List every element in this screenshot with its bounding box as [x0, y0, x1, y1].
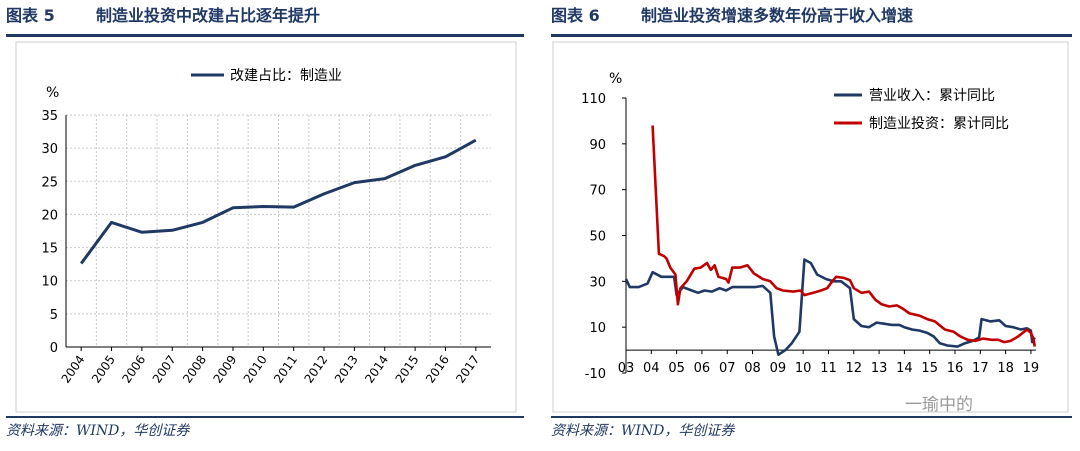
chart2-y-tick-label: -10	[585, 367, 606, 382]
chart2-x-tick-label: 09	[770, 361, 787, 376]
chart1-y-tick-label: 35	[41, 109, 58, 124]
chart2-y-tick-label: 10	[589, 321, 606, 336]
left-source-note: 资料来源：WIND，华创证券	[6, 416, 524, 444]
chart1-y-tick-label: 15	[41, 242, 58, 257]
line-chart-investment-vs-revenue: -10 10 30 50 70 90 110% 03 04 05 06 07 08 09 10 11 12 13 1…	[552, 41, 1069, 413]
chart2-x-tick-label: 13	[871, 361, 888, 376]
chart2-x-tick-label: 14	[896, 361, 913, 376]
left-chart-title: 图表 5 制造业投资中改建占比逐年提升	[6, 0, 524, 37]
chart1-y-unit-label: %	[46, 85, 59, 101]
chart2-x-tick-label: 06	[694, 361, 711, 376]
left-figure-caption: 制造业投资中改建占比逐年提升	[96, 6, 321, 25]
chart2-x-tick-label: 04	[643, 361, 660, 376]
watermark-text: 一瑜中的	[905, 395, 973, 415]
chart1-y-tick-label: 10	[41, 275, 58, 290]
right-source-note: 资料来源：WIND，华创证券	[551, 416, 1072, 444]
chart1-y-tick-label: 25	[41, 175, 58, 190]
chart2-y-unit-label: %	[609, 71, 622, 87]
left-figure-number: 图表 5	[6, 6, 55, 25]
chart2-x-tick-label: 19	[1023, 361, 1040, 376]
chart1-legend-label: 改建占比：制造业	[230, 68, 342, 84]
chart1-y-tick-label: 5	[50, 308, 58, 323]
chart2-series-line-investment	[651, 125, 1036, 347]
right-panel: 图表 6 制造业投资增速多数年份高于收入增速 -10 10 30 50 70 90 110% 0…	[551, 0, 1072, 439]
chart2-x-tick-label: 10	[795, 361, 812, 376]
chart2-x-tick-label: 18	[997, 361, 1014, 376]
chart2-x-tick-label: 05	[668, 361, 685, 376]
chart2-x-tick-label: 03	[618, 361, 635, 376]
chart2-y-tick-label: 110	[581, 92, 606, 107]
chart2-x-tick-label: 12	[846, 361, 863, 376]
chart2-y-tick-label: 30	[589, 275, 606, 290]
chart2-x-tick-label: 16	[947, 361, 964, 376]
chart1-y-tick-label: 30	[41, 142, 58, 157]
chart1-y-tick-label: 0	[50, 341, 58, 356]
chart2-legend-label: 制造业投资：累计同比	[869, 116, 1009, 132]
chart2-legend-label: 营业收入：累计同比	[869, 88, 995, 104]
right-chart-title: 图表 6 制造业投资增速多数年份高于收入增速	[551, 0, 1072, 37]
chart2-y-tick-label: 90	[589, 138, 606, 153]
chart2-series-line-revenue	[624, 258, 1036, 357]
right-figure-caption: 制造业投资增速多数年份高于收入增速	[641, 6, 914, 25]
chart2-x-tick-label: 17	[972, 361, 989, 376]
chart1-series-line	[79, 138, 477, 265]
right-figure-number: 图表 6	[551, 6, 600, 25]
chart2-y-tick-label: 70	[589, 184, 606, 199]
chart2-x-tick-label: 15	[921, 361, 938, 376]
chart2-y-tick-label: 50	[589, 230, 606, 245]
chart2-x-tick-label: 07	[719, 361, 736, 376]
left-panel: 图表 5 制造业投资中改建占比逐年提升 0 5 10 15 20 25 30 35% 2004 20…	[6, 0, 524, 439]
chart1-y-tick-label: 20	[41, 208, 58, 223]
chart2-x-tick-label: 11	[820, 361, 837, 376]
chart2-x-tick-label: 08	[744, 361, 761, 376]
chart1-frame	[15, 41, 517, 413]
